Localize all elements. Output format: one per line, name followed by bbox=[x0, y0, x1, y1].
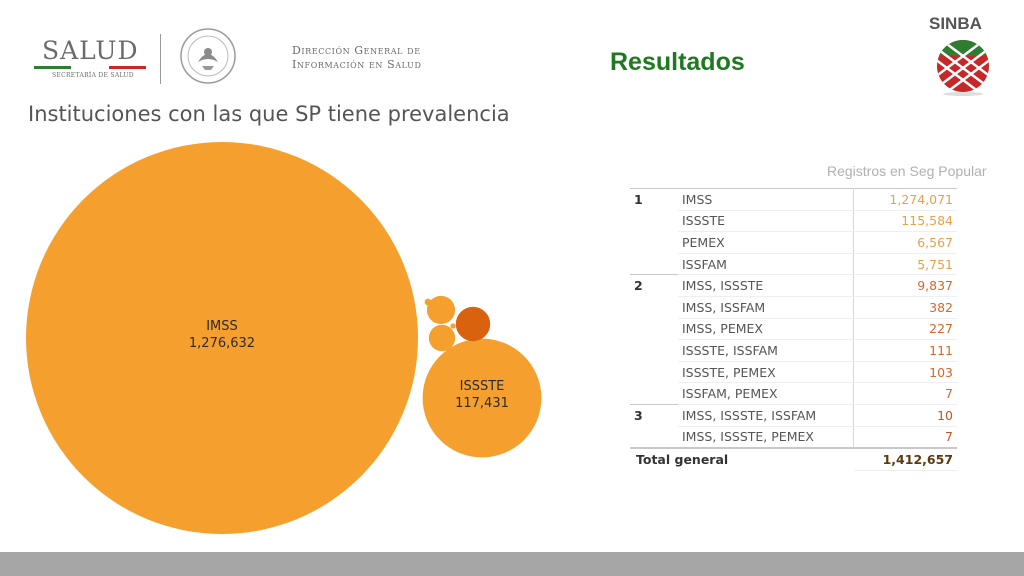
dgis-line2: Información en Salud bbox=[292, 58, 422, 71]
group-cell bbox=[630, 318, 678, 340]
bubble-small-2 bbox=[455, 306, 491, 342]
group-cell bbox=[630, 232, 678, 254]
bubble-small-4 bbox=[428, 324, 456, 352]
bubble-imss bbox=[26, 142, 418, 534]
bubble-small-5 bbox=[424, 298, 432, 306]
group-cell bbox=[630, 296, 678, 318]
group-cell bbox=[630, 210, 678, 232]
institution-cell: ISSFAM bbox=[678, 253, 854, 276]
total-row: Total general 1,412,657 bbox=[630, 447, 957, 471]
bubble-chart: IMSS 1,276,632 ISSSTE 117,431 bbox=[26, 142, 542, 534]
value-cell: 111 bbox=[853, 339, 957, 362]
chart-title: Instituciones con las que SP tiene preva… bbox=[28, 102, 510, 126]
institution-cell: ISSSTE bbox=[678, 210, 854, 233]
table-row: ISSFAM 5,751 bbox=[630, 253, 957, 276]
value-cell: 10 bbox=[853, 403, 957, 427]
bubble-label-issste: ISSSTE bbox=[460, 379, 505, 394]
bubble-value-issste: 117,431 bbox=[455, 396, 509, 411]
table-row: IMSS, PEMEX 227 bbox=[630, 318, 957, 341]
total-value: 1,412,657 bbox=[853, 447, 957, 471]
bubble-small-3 bbox=[426, 295, 456, 325]
institution-cell: ISSFAM, PEMEX bbox=[678, 382, 854, 405]
bubble-issste bbox=[422, 338, 542, 458]
table-row: 3 IMSS, ISSSTE, ISSFAM 10 bbox=[630, 403, 957, 427]
group-cell bbox=[630, 426, 678, 448]
table-row: IMSS, ISSFAM 382 bbox=[630, 296, 957, 319]
sinba-logo: SINBA bbox=[926, 12, 996, 96]
table-row: PEMEX 6,567 bbox=[630, 231, 957, 254]
table-row: 2 IMSS, ISSSTE 9,837 bbox=[630, 274, 957, 297]
sinba-wordmark: SINBA bbox=[929, 14, 982, 33]
table-row: 1 IMSS 1,274,071 bbox=[630, 188, 957, 211]
table-caption: Registros en Seg Popular bbox=[827, 163, 987, 179]
institution-cell: IMSS, ISSFAM bbox=[678, 296, 854, 319]
value-cell: 5,751 bbox=[853, 253, 957, 276]
value-cell: 9,837 bbox=[853, 274, 957, 297]
institution-cell: IMSS, ISSSTE, ISSFAM bbox=[678, 403, 854, 427]
institution-cell: IMSS, ISSSTE, PEMEX bbox=[678, 426, 854, 449]
salud-wordmark: SALUD bbox=[42, 36, 139, 65]
value-cell: 7 bbox=[853, 382, 957, 405]
value-cell: 382 bbox=[853, 296, 957, 319]
bubble-label-imss: IMSS bbox=[206, 319, 238, 334]
value-cell: 115,584 bbox=[853, 210, 957, 233]
value-cell: 7 bbox=[853, 426, 957, 449]
table-row: ISSSTE, ISSFAM 111 bbox=[630, 339, 957, 362]
flag-stripe bbox=[34, 66, 146, 69]
institution-cell: IMSS, ISSSTE bbox=[678, 274, 854, 297]
institution-cell: ISSSTE, ISSFAM bbox=[678, 339, 854, 362]
salud-logo: SALUD SECRETARÍA DE SALUD bbox=[34, 36, 154, 80]
group-cell bbox=[630, 253, 678, 275]
institution-cell: ISSSTE, PEMEX bbox=[678, 361, 854, 384]
footer-bar bbox=[0, 552, 1024, 576]
sinba-globe-icon bbox=[937, 40, 989, 96]
bubble-value-imss: 1,276,632 bbox=[189, 336, 255, 351]
value-cell: 1,274,071 bbox=[853, 188, 957, 211]
table-row: ISSSTE, PEMEX 103 bbox=[630, 361, 957, 384]
page-title: Resultados bbox=[610, 48, 745, 76]
value-cell: 227 bbox=[853, 318, 957, 341]
table-row: IMSS, ISSSTE, PEMEX 7 bbox=[630, 426, 957, 449]
institution-cell: PEMEX bbox=[678, 231, 854, 254]
value-cell: 6,567 bbox=[853, 231, 957, 254]
dgis-name: Dirección General de Información en Salu… bbox=[292, 44, 421, 72]
header-divider bbox=[160, 34, 161, 84]
dgis-line1: Dirección General de bbox=[292, 44, 421, 57]
group-cell: 3 bbox=[630, 403, 678, 427]
institution-cell: IMSS bbox=[678, 188, 854, 211]
group-cell bbox=[630, 361, 678, 383]
group-cell bbox=[630, 383, 678, 405]
institution-cell: IMSS, PEMEX bbox=[678, 318, 854, 341]
table-row: ISSFAM, PEMEX 7 bbox=[630, 382, 957, 405]
salud-subtitle: SECRETARÍA DE SALUD bbox=[52, 72, 134, 79]
group-cell: 2 bbox=[630, 274, 678, 297]
total-label: Total general bbox=[630, 447, 854, 471]
national-seal-icon bbox=[180, 28, 236, 84]
bubble-small-6 bbox=[450, 323, 456, 329]
table-row: ISSSTE 115,584 bbox=[630, 210, 957, 233]
group-cell bbox=[630, 340, 678, 362]
results-table: 1 IMSS 1,274,071 ISSSTE 115,584 PEMEX 6,567 ISS… bbox=[630, 188, 957, 471]
value-cell: 103 bbox=[853, 361, 957, 384]
group-cell: 1 bbox=[630, 188, 678, 211]
